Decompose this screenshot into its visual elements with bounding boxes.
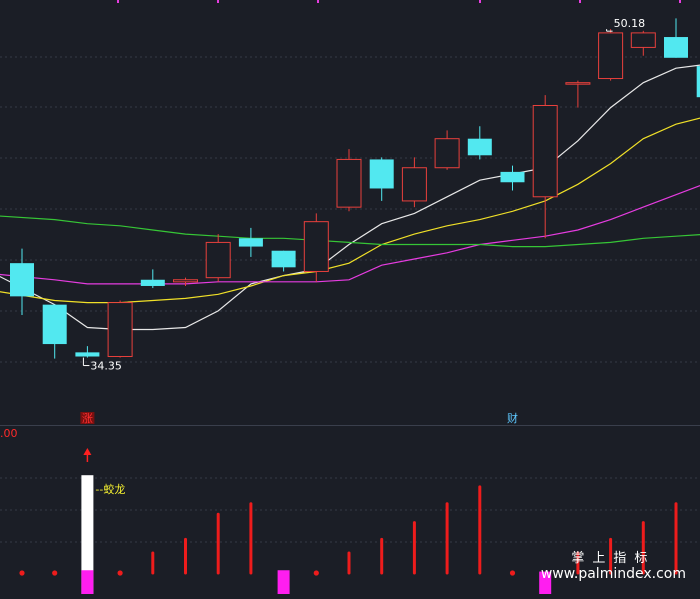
candle xyxy=(140,269,165,289)
candle-body xyxy=(696,66,700,98)
indicator-dot xyxy=(52,570,58,576)
indicator-pink-bar xyxy=(81,570,94,594)
candle xyxy=(271,250,296,272)
ma-line xyxy=(0,215,700,248)
candle xyxy=(664,18,688,58)
candle xyxy=(369,157,394,201)
candle-body xyxy=(598,32,624,80)
candle-body xyxy=(336,158,362,208)
indicator-pink-bar xyxy=(539,571,552,594)
indicator-top-label: 0.00 xyxy=(0,427,18,440)
marker-label: 财 xyxy=(507,411,518,425)
indicator-arrow-head xyxy=(83,448,92,455)
candle-body xyxy=(75,352,100,357)
watermark-url: www.palmindex.com xyxy=(540,566,686,583)
candle xyxy=(303,213,329,282)
candle-body xyxy=(140,279,165,286)
indicator-pink-bar xyxy=(277,570,290,594)
candle-body xyxy=(664,37,688,58)
candle-body xyxy=(303,221,329,272)
indicator-annotation: --蛟龙 xyxy=(95,482,125,496)
candle-body xyxy=(173,279,198,283)
candle-body xyxy=(42,304,67,345)
candle-body xyxy=(107,302,133,358)
indicator-dot xyxy=(509,570,516,576)
candle-body xyxy=(467,138,492,156)
candle-body xyxy=(630,32,656,48)
watermark: 掌上指标 www.palmindex.com xyxy=(541,551,686,583)
candle-body xyxy=(238,238,263,247)
candle xyxy=(42,304,67,359)
candle-body xyxy=(500,171,525,183)
indicator-dot xyxy=(117,570,123,576)
candle-body xyxy=(369,159,394,189)
marker-bg xyxy=(80,412,95,424)
candle-body xyxy=(401,167,427,202)
candle xyxy=(598,29,624,81)
candle-body xyxy=(271,250,296,268)
candle xyxy=(173,277,198,286)
watermark-title: 掌上指标 xyxy=(571,550,656,566)
indicator-dot xyxy=(19,570,25,576)
candle xyxy=(336,149,362,212)
candle xyxy=(205,234,231,282)
candle xyxy=(401,157,427,208)
price-label: 50.18 xyxy=(614,17,646,30)
candle xyxy=(434,130,460,170)
candle xyxy=(10,248,34,316)
candle xyxy=(75,346,100,358)
candle xyxy=(467,126,492,160)
candle xyxy=(238,227,263,257)
candle xyxy=(107,300,133,358)
candlestick-chart: 34.35 50.18 涨 财 xyxy=(0,0,700,425)
candle xyxy=(565,80,591,108)
candle-body xyxy=(565,82,591,85)
candle xyxy=(630,30,656,56)
candle-body xyxy=(434,138,460,169)
candle xyxy=(500,165,525,191)
marker-label: 涨 xyxy=(82,412,93,425)
candle-body xyxy=(205,241,231,279)
indicator-bar xyxy=(81,475,94,594)
price-label: 34.35 xyxy=(90,360,122,373)
candle-body xyxy=(10,263,34,297)
ma-line xyxy=(0,64,700,331)
candle xyxy=(696,66,700,98)
candle xyxy=(532,95,558,239)
indicator-dot xyxy=(313,570,319,576)
candle-body xyxy=(532,105,558,198)
